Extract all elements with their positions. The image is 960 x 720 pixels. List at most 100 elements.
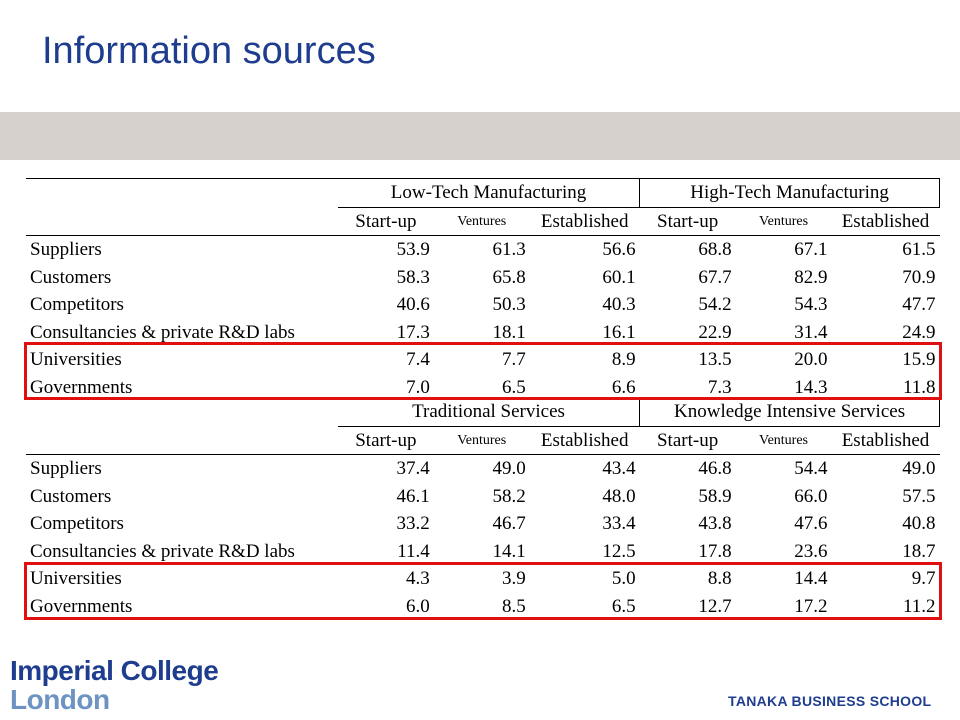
table-cell: 14.3 <box>794 376 828 398</box>
table-cell: 47.6 <box>794 513 828 534</box>
group-header-low-tech: Low-Tech Manufacturing <box>337 178 641 208</box>
table-cell: 8.9 <box>611 349 636 370</box>
row-label: Governments <box>30 376 133 398</box>
table-cell: 37.4 <box>396 458 430 479</box>
table-cell: 11.2 <box>902 595 936 617</box>
table-cell: 17.3 <box>396 321 430 343</box>
header-band <box>0 112 960 160</box>
table-cell: 11.8 <box>902 376 936 398</box>
table-cell: 58.2 <box>492 485 526 507</box>
table-corner <box>26 426 338 455</box>
table-cell: 5.0 <box>611 568 636 589</box>
table-row: Universities 4.3 3.9 5.0 8.8 14.4 9.7 <box>26 565 940 593</box>
table-row: Governments 6.0 8.5 6.5 12.7 17.2 11.2 <box>26 593 940 621</box>
table-cell: 40.3 <box>602 294 636 315</box>
logo-line-2: London <box>10 684 110 715</box>
table-cell: 22.9 <box>698 321 732 343</box>
table-cell: 12.7 <box>698 595 732 617</box>
table-corner <box>26 207 338 236</box>
table-cell: 40.8 <box>902 513 936 534</box>
table-row: Customers 46.1 58.2 48.0 58.9 66.0 57.5 <box>26 483 940 511</box>
col-established: Established <box>831 426 940 455</box>
table-cell: 67.1 <box>794 239 828 260</box>
table-cell: 17.2 <box>794 595 828 617</box>
col-startup: Start-up <box>337 426 434 455</box>
table-group-header: Traditional Services Knowledge Intensive… <box>26 398 940 427</box>
table-cell: 11.4 <box>397 540 430 562</box>
row-label: Competitors <box>30 513 124 534</box>
table-cell: 43.8 <box>698 513 732 534</box>
table-row: Customers 58.3 65.8 60.1 67.7 82.9 70.9 <box>26 264 940 292</box>
row-label: Customers <box>30 266 112 288</box>
table-cell: 4.3 <box>406 568 430 589</box>
table-cell: 6.6 <box>611 376 636 398</box>
table-cell: 49.0 <box>902 458 936 479</box>
highlight-box-services <box>24 562 942 620</box>
table-cell: 50.3 <box>492 294 526 315</box>
row-label: Consultancies & private R&D labs <box>30 321 295 343</box>
table-cell: 7.0 <box>406 376 430 398</box>
table-row: Suppliers 37.4 49.0 43.4 46.8 54.4 49.0 <box>26 455 940 483</box>
table-cell: 23.6 <box>794 540 828 562</box>
table-cell: 61.3 <box>492 239 526 260</box>
row-label: Consultancies & private R&D labs <box>30 540 295 562</box>
table-cell: 3.9 <box>501 568 526 589</box>
table-cell: 13.5 <box>698 349 732 370</box>
table-cell: 54.2 <box>698 294 732 315</box>
col-startup: Start-up <box>337 207 434 236</box>
table-cell: 18.1 <box>492 321 526 343</box>
row-label: Universities <box>30 349 122 370</box>
table-cell: 14.4 <box>794 568 828 589</box>
table-cell: 31.4 <box>794 321 828 343</box>
col-ventures: Ventures <box>735 426 832 455</box>
group-header-high-tech: High-Tech Manufacturing <box>639 178 940 208</box>
table-cell: 7.4 <box>406 349 430 370</box>
table-cell: 15.9 <box>902 349 936 370</box>
col-established: Established <box>529 207 640 236</box>
row-label: Customers <box>30 485 112 507</box>
table-cell: 18.7 <box>902 540 936 562</box>
table-cell: 54.3 <box>794 294 828 315</box>
table-cell: 6.0 <box>406 595 430 617</box>
table-cell: 17.8 <box>698 540 732 562</box>
table-cell: 9.7 <box>911 568 936 589</box>
table-cell: 33.2 <box>396 513 430 534</box>
services-table: Traditional Services Knowledge Intensive… <box>26 398 940 620</box>
table-cell: 61.5 <box>902 239 936 260</box>
table-cell: 14.1 <box>492 540 526 562</box>
highlight-box-manufacturing <box>24 342 942 400</box>
school-name: TANAKA BUSINESS SCHOOL <box>728 693 932 709</box>
row-label: Governments <box>30 595 133 617</box>
table-cell: 40.6 <box>396 294 430 315</box>
col-established: Established <box>831 207 940 236</box>
table-cell: 57.5 <box>902 485 936 507</box>
table-cell: 7.3 <box>707 376 732 398</box>
table-cell: 46.8 <box>698 458 732 479</box>
group-header-knowledge: Knowledge Intensive Services <box>639 398 940 427</box>
table-cell: 53.9 <box>396 239 430 260</box>
table-cell: 20.0 <box>794 349 828 370</box>
table-cell: 7.7 <box>501 349 526 370</box>
table-row: Consultancies & private R&D labs 11.4 14.1… <box>26 538 940 566</box>
col-startup: Start-up <box>639 207 736 236</box>
table-cell: 56.6 <box>602 239 636 260</box>
col-ventures: Ventures <box>735 207 832 236</box>
col-ventures: Ventures <box>433 426 530 455</box>
table-cell: 82.9 <box>794 266 828 288</box>
row-label: Competitors <box>30 294 124 315</box>
table-cell: 48.0 <box>602 485 636 507</box>
services-table-body: Suppliers 37.4 49.0 43.4 46.8 54.4 49.0 Custome… <box>26 455 940 621</box>
table-cell: 58.3 <box>396 266 430 288</box>
table-corner <box>26 398 338 426</box>
imperial-college-logo: Imperial College London <box>10 656 219 715</box>
table-cell: 68.8 <box>698 239 732 260</box>
table-cell: 8.8 <box>707 568 732 589</box>
table-cell: 43.4 <box>602 458 636 479</box>
table-row: Universities 7.4 7.7 8.9 13.5 20.0 15.9 <box>26 346 940 374</box>
table-row: Competitors 33.2 46.7 33.4 43.8 47.6 40.8 <box>26 510 940 538</box>
table-group-header: Low-Tech Manufacturing High-Tech Manufac… <box>26 178 940 208</box>
table-cell: 16.1 <box>602 321 636 343</box>
table-corner <box>26 179 338 208</box>
table-row: Governments 7.0 6.5 6.6 7.3 14.3 11.8 <box>26 374 940 402</box>
table-cell: 67.7 <box>698 266 732 288</box>
